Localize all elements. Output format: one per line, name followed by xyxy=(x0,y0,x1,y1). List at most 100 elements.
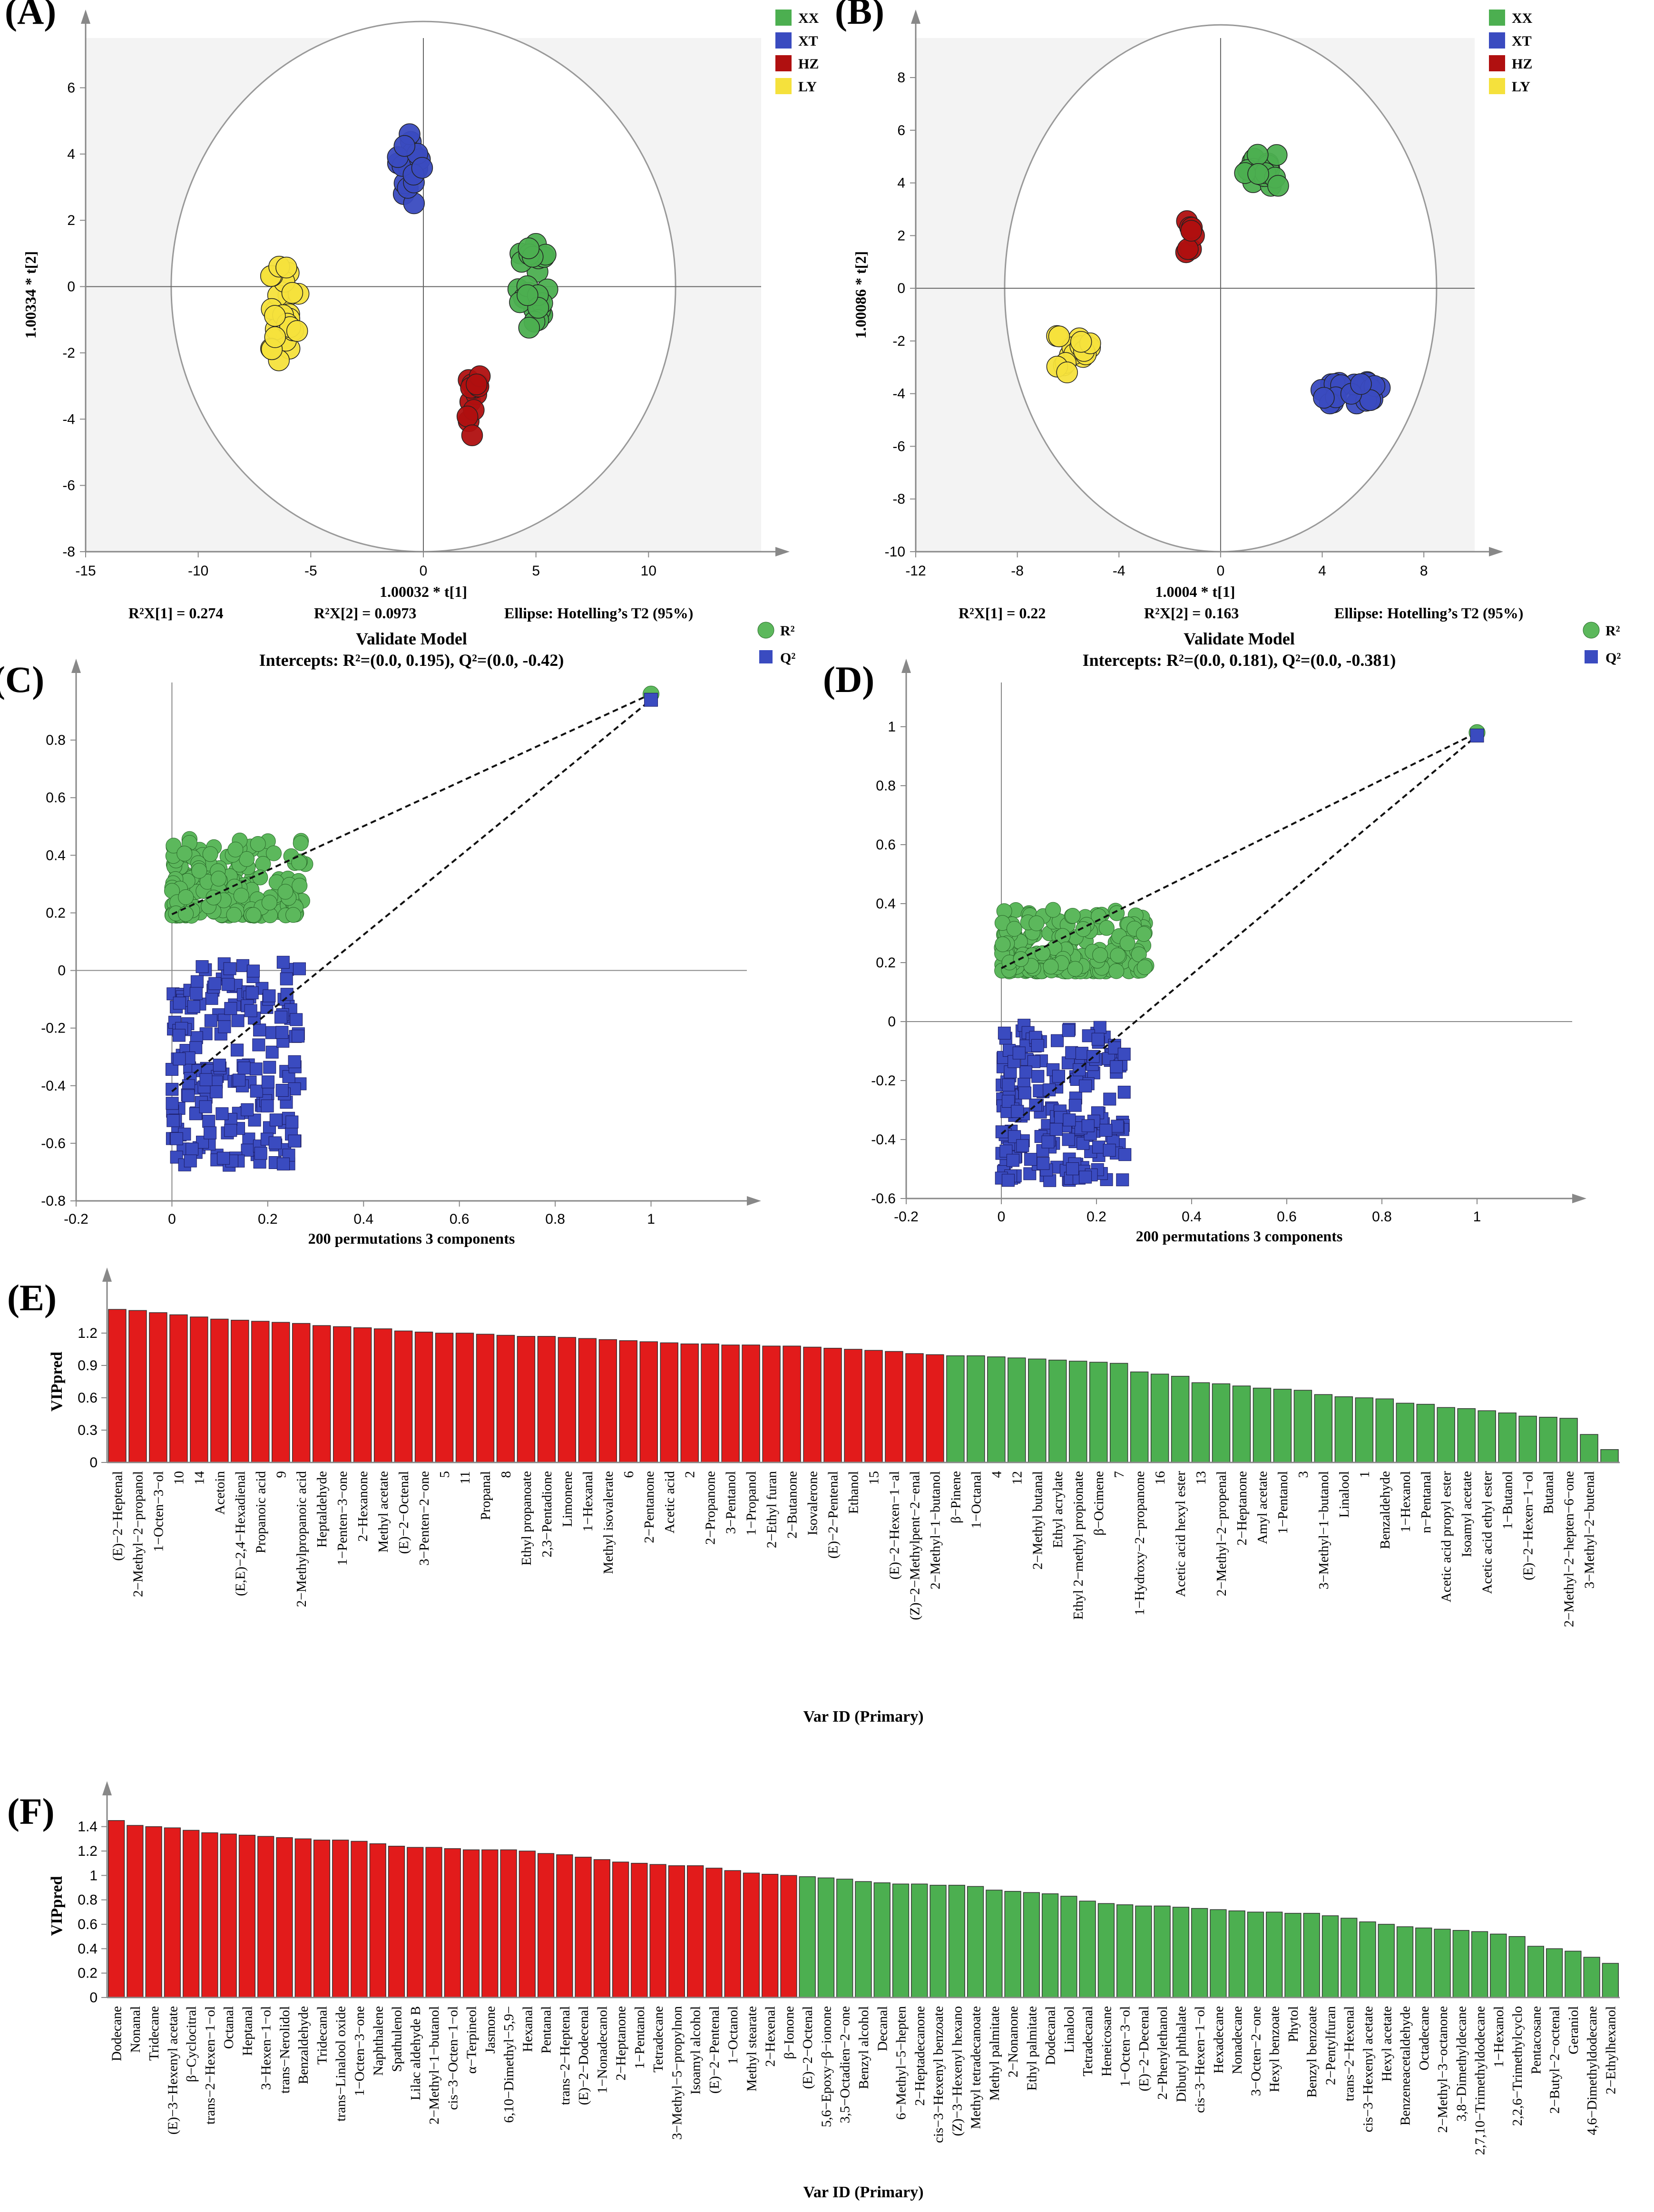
vip-bar xyxy=(619,1340,638,1463)
q2-point xyxy=(166,1114,180,1127)
y-axis-arrow xyxy=(901,659,911,673)
vip-category-label: β−Cyclocitral xyxy=(184,2006,199,2082)
vip-category-label: Propanal xyxy=(478,1471,493,1520)
vip-bar xyxy=(292,1323,311,1463)
vip-category-label: 2−Ethylhexanol xyxy=(1603,2006,1618,2094)
q2-point xyxy=(995,1125,1008,1139)
vip-bar xyxy=(169,1314,188,1463)
q2-point xyxy=(249,1062,263,1076)
vip-bar xyxy=(873,1882,891,1998)
vip-category-label: 7 xyxy=(1112,1471,1127,1478)
vip-bar xyxy=(967,1886,984,1998)
y-tick-label: 1.4 xyxy=(78,1819,98,1835)
vip-category-label: Propanoic acid xyxy=(253,1471,268,1554)
legend-swatch-XX xyxy=(775,10,792,26)
vip-bar xyxy=(1396,1403,1415,1463)
vip-category-label: 2−Nonanone xyxy=(1006,2006,1021,2077)
q2-regression-line xyxy=(1000,735,1478,1135)
vip-category-label: 1−Hydroxy−2−propanone xyxy=(1132,1471,1147,1616)
q2-point xyxy=(1011,1105,1024,1118)
q2-point xyxy=(1002,1078,1015,1091)
x-tick-label: 0.4 xyxy=(353,1211,373,1227)
vip-category-label: 1−Octen−3−ol xyxy=(1118,2006,1133,2087)
vip-category-label: Octadecane xyxy=(1417,2006,1432,2070)
vip-category-label: 2−Methyl−3−octanone xyxy=(1435,2006,1450,2133)
panel-(F): (F) Dodecane Nonanal Tridecane (E)−3−Hexenyl… xyxy=(7,1781,1620,2201)
point-XX xyxy=(518,317,540,339)
vip-category-label: 2−Heptanone xyxy=(614,2006,629,2080)
vip-category-label: 2−Hexanone xyxy=(355,1471,371,1541)
q2-point xyxy=(285,1115,299,1129)
point-LY xyxy=(1048,325,1070,348)
r2-point xyxy=(245,907,262,923)
q2-point xyxy=(1031,1039,1044,1052)
q2-original-point xyxy=(1470,729,1484,743)
vip-category-label: Hexyl acetate xyxy=(1379,2006,1394,2082)
x-tick-label: 0 xyxy=(420,563,428,579)
vip-category-label: 3−Methyl−2−butenal xyxy=(1582,1471,1597,1588)
vip-category-label: 2−Methyl−1−butanol xyxy=(928,1471,943,1589)
vip-bar xyxy=(1415,1927,1432,1998)
point-LY xyxy=(281,282,303,304)
y-tick-label: 0 xyxy=(89,1990,98,2006)
y-tick-label: 2 xyxy=(67,213,75,228)
vip-bar xyxy=(844,1349,862,1463)
q2-point xyxy=(196,960,209,973)
legend-label-XX: XX xyxy=(1512,10,1533,26)
y-tick-label: -8 xyxy=(892,491,905,507)
vip-bar xyxy=(351,1841,368,1998)
vip-bar xyxy=(481,1849,499,1998)
q2-point xyxy=(1110,1060,1123,1073)
point-XX xyxy=(1247,144,1269,166)
vip-bar xyxy=(1150,1374,1169,1463)
vip-bar xyxy=(128,1310,147,1463)
vip-category-label: trans−2−Hexenal xyxy=(1342,2006,1357,2101)
x-axis-arrow xyxy=(1572,1194,1586,1203)
vip-category-label: Ethyl acrylate xyxy=(1050,1471,1066,1548)
vip-category-label: β−Ocimene xyxy=(1091,1471,1106,1536)
x-tick-label: -0.2 xyxy=(894,1209,919,1225)
chart-title: Validate Model xyxy=(1184,629,1295,648)
vip-bar xyxy=(455,1333,474,1463)
vip-category-label: Ethyl 2−methyl propionate xyxy=(1071,1471,1086,1620)
vip-category-label: Linalool xyxy=(1062,2006,1077,2053)
q2-point xyxy=(190,975,204,988)
vip-bar xyxy=(1293,1390,1312,1463)
vip-category-label: 2,3−Pentadione xyxy=(539,1471,555,1557)
y-tick-label: 0.4 xyxy=(46,848,66,863)
vip-category-label: 3−Penten−2−one xyxy=(417,1471,432,1566)
x-tick-label: -15 xyxy=(75,563,96,579)
r2-point xyxy=(176,846,193,862)
q2-point xyxy=(245,986,259,1000)
q2-point xyxy=(233,1073,246,1087)
vip-bar xyxy=(1321,1915,1339,1998)
vip-category-label: α−Terpineol xyxy=(464,2006,480,2074)
vip-category-label: β−Pinene xyxy=(948,1471,963,1523)
vip-category-label: Benzaldehyde xyxy=(296,2006,311,2084)
vip-bar xyxy=(388,1845,405,1998)
x-tick-label: -5 xyxy=(304,563,317,579)
vip-bar xyxy=(649,1864,666,1998)
vip-category-label: Acetic acid hexyl ester xyxy=(1173,1471,1188,1597)
legend-label-XT: XT xyxy=(1512,33,1532,49)
vip-category-label: (E,E)−2,4−Hexadienal xyxy=(233,1471,248,1596)
vip-category-label: Methyl tetradecanoate xyxy=(969,2006,984,2129)
x-tick-label: 5 xyxy=(532,563,540,579)
vip-category-label: Geraniol xyxy=(1566,2006,1581,2054)
vip-bar xyxy=(537,1853,555,1998)
x-tick-label: 0.4 xyxy=(1182,1209,1202,1225)
y-tick-label: 1 xyxy=(89,1868,98,1883)
vip-category-label: 2,7,10−Trimethyldodecane xyxy=(1473,2006,1488,2155)
q2-point xyxy=(1111,1120,1124,1133)
legend-label-q2: Q² xyxy=(1605,650,1621,666)
vip-bar xyxy=(705,1868,723,1998)
y-tick-label: -10 xyxy=(885,544,905,560)
q2-point xyxy=(241,1103,254,1116)
vip-category-label: Ethyl palmitate xyxy=(1024,2006,1039,2091)
vip-category-label: 4,6−Dimethyldodecane xyxy=(1585,2006,1600,2135)
q2-point xyxy=(280,972,293,985)
r2-point xyxy=(1075,921,1091,937)
vip-category-label: 2−Butanone xyxy=(785,1471,800,1539)
vip-bar xyxy=(496,1335,515,1463)
point-LY xyxy=(275,256,297,279)
